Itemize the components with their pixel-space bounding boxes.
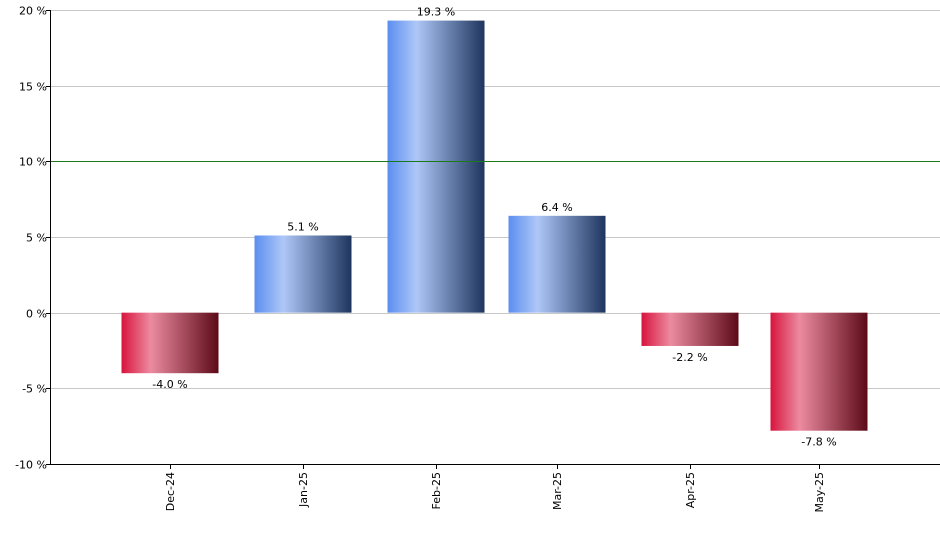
y-tick-label: 0 % xyxy=(26,308,47,321)
x-tick-label: May-25 xyxy=(813,472,826,513)
y-tick-label: 20 % xyxy=(19,5,47,18)
x-tick-label: Apr-25 xyxy=(684,472,697,508)
bar-feb-25 xyxy=(387,20,485,313)
bar-may-25 xyxy=(770,312,868,431)
axes xyxy=(50,10,940,465)
data-label: 6.4 % xyxy=(541,201,572,214)
y-tick-label: 15 % xyxy=(19,81,47,94)
x-tick-label: Mar-25 xyxy=(551,472,564,510)
data-label: -7.8 % xyxy=(801,436,836,449)
y-tick-label: 10 % xyxy=(19,156,47,169)
data-label: -4.0 % xyxy=(152,378,187,391)
bar-mar-25 xyxy=(508,215,606,313)
y-tick-label: 5 % xyxy=(26,232,47,245)
y-tick-label: -5 % xyxy=(22,383,47,396)
bar-dec-24 xyxy=(121,312,219,374)
x-axis-ticks: Dec-24 Jan-25 Feb-25 Mar-25 Apr-25 May-25 xyxy=(164,464,826,513)
bar-jan-25 xyxy=(254,235,352,313)
data-label: 19.3 % xyxy=(417,6,455,19)
bars xyxy=(121,20,868,431)
x-tick-label: Dec-24 xyxy=(164,472,177,511)
y-tick-label: -10 % xyxy=(15,459,47,472)
data-label: 5.1 % xyxy=(287,220,318,233)
value-labels: -4.0 % 5.1 % 19.3 % 6.4 % -2.2 % -7.8 % xyxy=(152,6,836,449)
y-axis-ticks: 20 % 15 % 10 % 5 % 0 % -5 % -10 % xyxy=(15,5,50,472)
data-label: -2.2 % xyxy=(672,351,707,364)
x-tick-label: Jan-25 xyxy=(297,472,310,508)
bar-apr-25 xyxy=(641,312,739,346)
x-tick-label: Feb-25 xyxy=(430,472,443,509)
